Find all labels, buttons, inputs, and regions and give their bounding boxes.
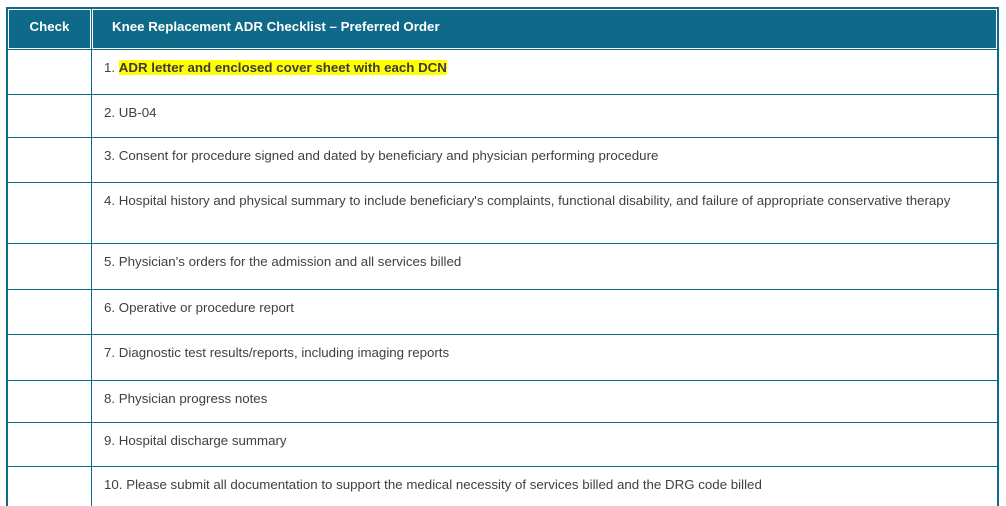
checklist-row: 3. Consent for procedure signed and date… xyxy=(8,138,997,182)
item-number: 2. xyxy=(104,105,116,120)
item-text: Diagnostic test results/reports, includi… xyxy=(118,345,450,360)
item-text: Hospital history and physical summary to… xyxy=(118,193,951,208)
checklist-item: 8. Physician progress notes xyxy=(92,381,997,422)
check-cell xyxy=(8,95,91,137)
highlighted-item-text: ADR letter and enclosed cover sheet with… xyxy=(118,60,447,75)
checklist-row: 1. ADR letter and enclosed cover sheet w… xyxy=(8,50,997,94)
item-number: 8. xyxy=(104,391,116,406)
check-cell xyxy=(8,467,91,506)
item-text: Operative or procedure report xyxy=(118,300,294,315)
check-cell xyxy=(8,423,91,466)
check-column-header: Check xyxy=(8,9,91,49)
table-title: Knee Replacement ADR Checklist – Preferr… xyxy=(92,9,997,49)
item-number: 4. xyxy=(104,193,116,208)
item-number: 3. xyxy=(104,148,116,163)
checklist-row: 2. UB-04 xyxy=(8,95,997,137)
check-cell xyxy=(8,50,91,94)
checklist-item: 1. ADR letter and enclosed cover sheet w… xyxy=(92,50,997,94)
check-cell xyxy=(8,290,91,334)
item-number: 1. xyxy=(104,60,116,75)
checklist-item: 2. UB-04 xyxy=(92,95,997,137)
item-number: 6. xyxy=(104,300,116,315)
checklist-row: 6. Operative or procedure report xyxy=(8,290,997,334)
item-number: 5. xyxy=(104,254,116,269)
checklist-row: 10. Please submit all documentation to s… xyxy=(8,467,997,506)
check-cell xyxy=(8,138,91,182)
checklist-row: 5. Physician's orders for the admission … xyxy=(8,244,997,289)
check-cell xyxy=(8,244,91,289)
checklist-item: 5. Physician's orders for the admission … xyxy=(92,244,997,289)
checklist-item: 10. Please submit all documentation to s… xyxy=(92,467,997,506)
header-row: Check Knee Replacement ADR Checklist – P… xyxy=(8,9,997,49)
checklist-item: 4. Hospital history and physical summary… xyxy=(92,183,997,243)
item-text: Physician progress notes xyxy=(118,391,268,406)
item-text: Consent for procedure signed and dated b… xyxy=(118,148,659,163)
checklist-item: 7. Diagnostic test results/reports, incl… xyxy=(92,335,997,380)
item-text: Hospital discharge summary xyxy=(118,433,287,448)
checklist-row: 4. Hospital history and physical summary… xyxy=(8,183,997,243)
check-cell xyxy=(8,183,91,243)
checklist-item: 9. Hospital discharge summary xyxy=(92,423,997,466)
check-cell xyxy=(8,335,91,380)
checklist-row: 7. Diagnostic test results/reports, incl… xyxy=(8,335,997,380)
item-text: UB-04 xyxy=(118,105,157,120)
item-number: 10. xyxy=(104,477,123,492)
item-number: 7. xyxy=(104,345,116,360)
adr-checklist-table: Check Knee Replacement ADR Checklist – P… xyxy=(6,7,999,506)
checklist-item: 6. Operative or procedure report xyxy=(92,290,997,334)
item-text: Please submit all documentation to suppo… xyxy=(126,477,762,492)
checklist-row: 9. Hospital discharge summary xyxy=(8,423,997,466)
item-number: 9. xyxy=(104,433,116,448)
checklist-row: 8. Physician progress notes xyxy=(8,381,997,422)
check-cell xyxy=(8,381,91,422)
checklist-item: 3. Consent for procedure signed and date… xyxy=(92,138,997,182)
item-text: Physician's orders for the admission and… xyxy=(118,254,462,269)
